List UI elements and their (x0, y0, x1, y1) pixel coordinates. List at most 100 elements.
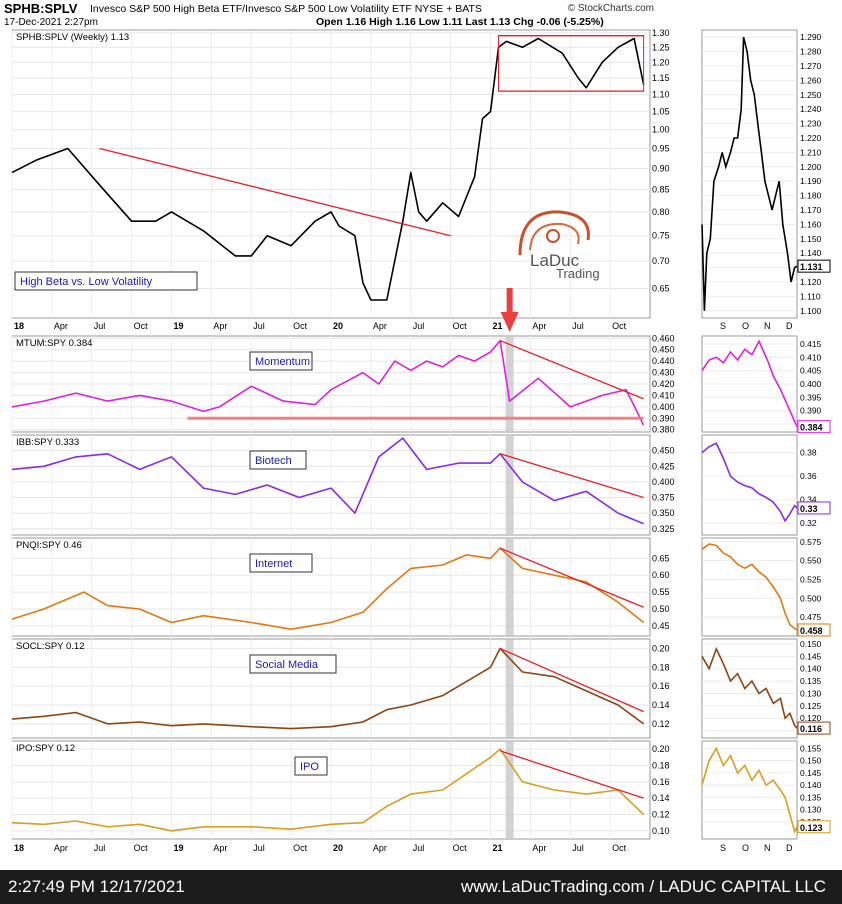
y-tick-label: 0.410 (652, 390, 675, 400)
x-tick-label: Jul (413, 843, 425, 853)
series-line-mtum (11, 339, 645, 426)
trendline (99, 147, 451, 237)
inset-y-tick-label: 1.120 (800, 277, 822, 287)
x-tick-label: Oct (453, 321, 468, 331)
chart-date: 17-Dec-2021 2:27pm (4, 17, 98, 28)
last-value-box (797, 420, 831, 434)
legend-mtum: MTUM:SPY 0.384 (16, 338, 92, 349)
chart-header: SPHB:SPLV Invesco S&P 500 High Beta ETF/… (0, 0, 842, 30)
inset-y-tick-label: 0.400 (800, 379, 822, 389)
inset-y-tick-label: 1.140 (800, 248, 822, 258)
x-tick-label: 20 (333, 321, 343, 331)
inset-y-tick-label: 1.170 (800, 205, 822, 215)
inset-y-tick-label: 1.180 (800, 191, 822, 201)
x-tick-label: Jul (94, 321, 106, 331)
annotation-box (249, 351, 313, 371)
y-tick-label: 1.10 (652, 89, 670, 99)
annotation-pnqi: Internet (255, 558, 292, 570)
arrow-head (500, 312, 519, 332)
inset-y-tick-label: 0.395 (800, 392, 822, 402)
y-tick-label: 0.440 (652, 356, 675, 366)
inset-y-tick-label: 0.405 (800, 366, 822, 376)
inset-y-tick-label: 1.200 (800, 162, 822, 172)
y-tick-label: 0.16 (652, 777, 670, 787)
annotation-main: High Beta vs. Low Volatility (20, 276, 153, 288)
y-tick-label: 0.390 (652, 413, 675, 423)
inset-y-tick-label: 1.160 (800, 219, 822, 229)
annotation-box (249, 450, 307, 470)
y-tick-label: 0.10 (652, 826, 670, 836)
inset-x-tick-label: O (742, 843, 749, 853)
inset-y-tick-label: 1.230 (800, 119, 822, 129)
x-tick-label: Apr (532, 843, 546, 853)
y-tick-label: 0.18 (652, 761, 670, 771)
x-tick-label: Apr (373, 843, 387, 853)
footer-bar: 2:27:49 PM 12/17/2021 www.LaDucTrading.c… (0, 870, 842, 904)
y-tick-label: 0.460 (652, 333, 675, 343)
y-tick-label: 0.12 (652, 719, 670, 729)
x-tick-label: Oct (612, 843, 627, 853)
y-tick-label: 1.20 (652, 57, 670, 67)
y-tick-label: 0.80 (652, 207, 670, 217)
y-tick-label: 0.95 (652, 144, 670, 154)
inset-series-main (701, 37, 798, 311)
inset-y-tick-label: 0.415 (800, 339, 822, 349)
trendline (499, 547, 644, 608)
symbol-title: SPHB:SPLV (4, 1, 78, 16)
inset-y-tick-label: 0.145 (800, 768, 822, 778)
inset-frame-pnqi (701, 537, 798, 637)
inset-y-tick-label: 1.210 (800, 147, 822, 157)
inset-y-tick-label: 0.155 (800, 743, 822, 753)
inset-y-tick-label: 0.500 (800, 593, 822, 603)
inset-y-tick-label: 0.120 (800, 713, 822, 723)
y-tick-label: 0.380 (652, 425, 675, 435)
annotation-box (294, 756, 328, 776)
inset-y-tick-label: 1.150 (800, 234, 822, 244)
inset-series-mtum (701, 339, 798, 428)
y-tick-label: 0.65 (652, 553, 670, 563)
inset-y-tick-label: 1.280 (800, 47, 822, 57)
inset-x-tick-label: O (742, 321, 749, 331)
inset-x-tick-label: N (764, 843, 771, 853)
y-tick-label: 0.325 (652, 524, 675, 534)
highlight-band (505, 538, 514, 636)
y-tick-label: 0.55 (652, 587, 670, 597)
y-tick-label: 1.30 (652, 28, 670, 38)
last-value-box (797, 501, 831, 515)
x-tick-label: 20 (333, 843, 343, 853)
annotation-ipo: IPO (300, 761, 319, 773)
inset-y-tick-label: 1.190 (800, 176, 822, 186)
last-value-label: 0.384 (800, 423, 823, 433)
y-tick-label: 1.00 (652, 125, 670, 135)
series-line-main (11, 37, 645, 301)
highlight-band (505, 741, 514, 839)
inset-frame-ibb (701, 434, 798, 536)
x-tick-label: Oct (293, 843, 308, 853)
inset-y-tick-label: 0.145 (800, 651, 822, 661)
y-tick-label: 1.15 (652, 73, 670, 83)
annotation-ibb: Biotech (255, 455, 292, 467)
series-line-socl (11, 647, 645, 730)
inset-y-tick-label: 0.525 (800, 574, 822, 584)
annotation-socl: Social Media (255, 659, 319, 671)
x-tick-label: Apr (532, 321, 546, 331)
y-tick-label: 0.420 (652, 379, 675, 389)
annotation-mtum: Momentum (255, 356, 310, 368)
inset-y-tick-label: 1.260 (800, 75, 822, 85)
inset-y-tick-label: 0.575 (800, 537, 822, 547)
y-tick-label: 0.60 (652, 570, 670, 580)
y-tick-label: 0.14 (652, 793, 670, 803)
x-tick-label: Jul (94, 843, 106, 853)
y-tick-label: 1.05 (652, 107, 670, 117)
inset-y-tick-label: 1.290 (800, 32, 822, 42)
series-line-ipo (11, 748, 645, 832)
y-tick-label: 0.65 (652, 283, 670, 293)
y-tick-label: 0.90 (652, 163, 670, 173)
inset-y-tick-label: 0.130 (800, 688, 822, 698)
inset-y-tick-label: 0.150 (800, 639, 822, 649)
x-tick-label: 19 (174, 843, 184, 853)
inset-y-tick-label: 1.270 (800, 61, 822, 71)
inset-frame-ipo (701, 740, 798, 840)
inset-y-tick-label: 0.135 (800, 792, 822, 802)
series-line-pnqi (11, 547, 645, 631)
